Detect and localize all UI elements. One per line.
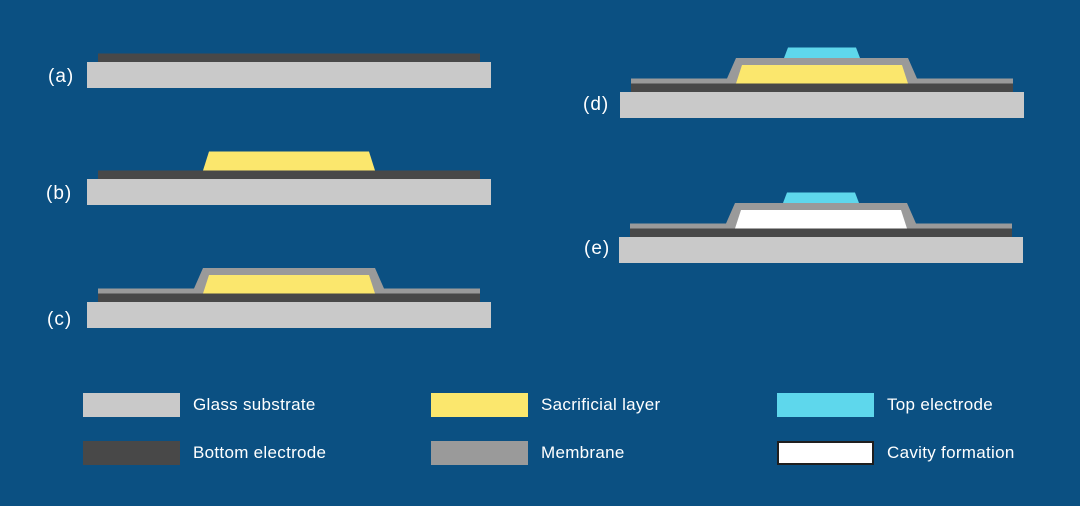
step-a-cross-section (87, 53, 491, 88)
step-b-cross-section (87, 151, 491, 205)
step-a-diagram (87, 13, 491, 88)
step-c-cross-section (87, 268, 491, 328)
bottom-electrode-layer (98, 293, 480, 302)
glass-substrate-layer (87, 179, 491, 205)
glass-substrate-layer (87, 62, 491, 88)
legend-label: Glass substrate (193, 395, 316, 414)
step-c-diagram (87, 253, 491, 328)
top-electrode-layer (783, 192, 859, 203)
legend-swatch-cavity-formation (777, 441, 874, 465)
legend-swatch-bottom-electrode (83, 441, 180, 465)
step-d-label: (d) (583, 94, 610, 115)
bottom-electrode-layer (98, 170, 480, 179)
sacrificial-layer (736, 65, 908, 84)
cavity-layer (735, 210, 907, 229)
bottom-electrode-layer (98, 53, 480, 62)
legend-item: Glass substrate (83, 393, 316, 417)
step-e-cross-section (619, 192, 1023, 263)
legend-label: Cavity formation (887, 443, 1015, 462)
legend-swatch-glass-substrate (83, 393, 180, 417)
glass-substrate-layer (619, 237, 1023, 263)
step-b-label: (b) (46, 183, 73, 204)
legend-item: Bottom electrode (83, 441, 326, 465)
legend-label: Top electrode (887, 395, 993, 414)
legend-item: Cavity formation (777, 441, 1015, 465)
bottom-electrode-layer (631, 83, 1013, 92)
legend-label: Bottom electrode (193, 443, 327, 462)
legend-item: Membrane (431, 441, 625, 465)
legend-swatch-membrane (431, 441, 528, 465)
legend-swatch-top-electrode (777, 393, 874, 417)
step-a-label: (a) (48, 66, 75, 87)
step-c-label: (c) (47, 309, 73, 330)
step-d-diagram (620, 43, 1024, 118)
legend-label: Sacrificial layer (541, 395, 661, 414)
step-d-cross-section (620, 47, 1024, 118)
sacrificial-layer (203, 151, 375, 171)
glass-substrate-layer (620, 92, 1024, 118)
sacrificial-layer (203, 275, 375, 294)
step-b-diagram (87, 130, 491, 205)
step-e-diagram (619, 188, 1023, 263)
glass-substrate-layer (87, 302, 491, 328)
step-e-label: (e) (584, 238, 611, 259)
top-electrode-layer (784, 47, 860, 58)
legend-item: Top electrode (777, 393, 993, 417)
legend-swatch-sacrificial-layer (431, 393, 528, 417)
legend-label: Membrane (541, 443, 625, 462)
bottom-electrode-layer (630, 228, 1012, 237)
legend-item: Sacrificial layer (431, 393, 660, 417)
